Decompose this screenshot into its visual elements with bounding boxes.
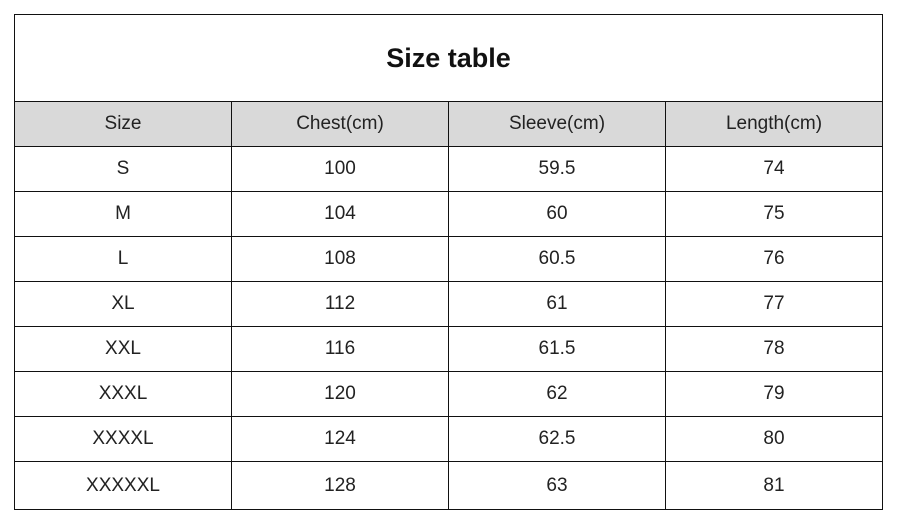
header-row: Size Chest(cm) Sleeve(cm) Length(cm)	[14, 101, 883, 147]
column-header-length: Length(cm)	[665, 101, 883, 147]
cell-chest: 116	[231, 326, 449, 372]
table-row: XXXXL 124 62.5 80	[14, 416, 883, 462]
cell-size: XXXXL	[14, 416, 232, 462]
column-header-size: Size	[14, 101, 232, 147]
cell-length: 78	[665, 326, 883, 372]
cell-size: M	[14, 191, 232, 237]
cell-length: 75	[665, 191, 883, 237]
cell-sleeve: 61.5	[448, 326, 666, 372]
cell-sleeve: 61	[448, 281, 666, 327]
cell-length: 76	[665, 236, 883, 282]
table-row: XXXXXL 128 63 81	[14, 461, 883, 510]
cell-sleeve: 60.5	[448, 236, 666, 282]
cell-chest: 108	[231, 236, 449, 282]
cell-length: 74	[665, 146, 883, 192]
cell-chest: 128	[231, 461, 449, 510]
table-row: M 104 60 75	[14, 191, 883, 237]
table-row: XL 112 61 77	[14, 281, 883, 327]
cell-length: 77	[665, 281, 883, 327]
title-row: Size table	[14, 14, 883, 102]
table-row: S 100 59.5 74	[14, 146, 883, 192]
cell-chest: 124	[231, 416, 449, 462]
table-row: L 108 60.5 76	[14, 236, 883, 282]
cell-length: 80	[665, 416, 883, 462]
cell-size: XXXXXL	[14, 461, 232, 510]
size-table: Size table Size Chest(cm) Sleeve(cm) Len…	[14, 14, 883, 510]
cell-length: 81	[665, 461, 883, 510]
cell-chest: 100	[231, 146, 449, 192]
cell-size: S	[14, 146, 232, 192]
table-row: XXL 116 61.5 78	[14, 326, 883, 372]
cell-chest: 112	[231, 281, 449, 327]
cell-sleeve: 59.5	[448, 146, 666, 192]
column-header-sleeve: Sleeve(cm)	[448, 101, 666, 147]
cell-sleeve: 62.5	[448, 416, 666, 462]
cell-sleeve: 62	[448, 371, 666, 417]
cell-size: L	[14, 236, 232, 282]
cell-size: XL	[14, 281, 232, 327]
cell-size: XXXL	[14, 371, 232, 417]
cell-sleeve: 60	[448, 191, 666, 237]
table-title: Size table	[14, 14, 883, 102]
cell-size: XXL	[14, 326, 232, 372]
cell-chest: 120	[231, 371, 449, 417]
cell-length: 79	[665, 371, 883, 417]
cell-chest: 104	[231, 191, 449, 237]
table-row: XXXL 120 62 79	[14, 371, 883, 417]
column-header-chest: Chest(cm)	[231, 101, 449, 147]
cell-sleeve: 63	[448, 461, 666, 510]
